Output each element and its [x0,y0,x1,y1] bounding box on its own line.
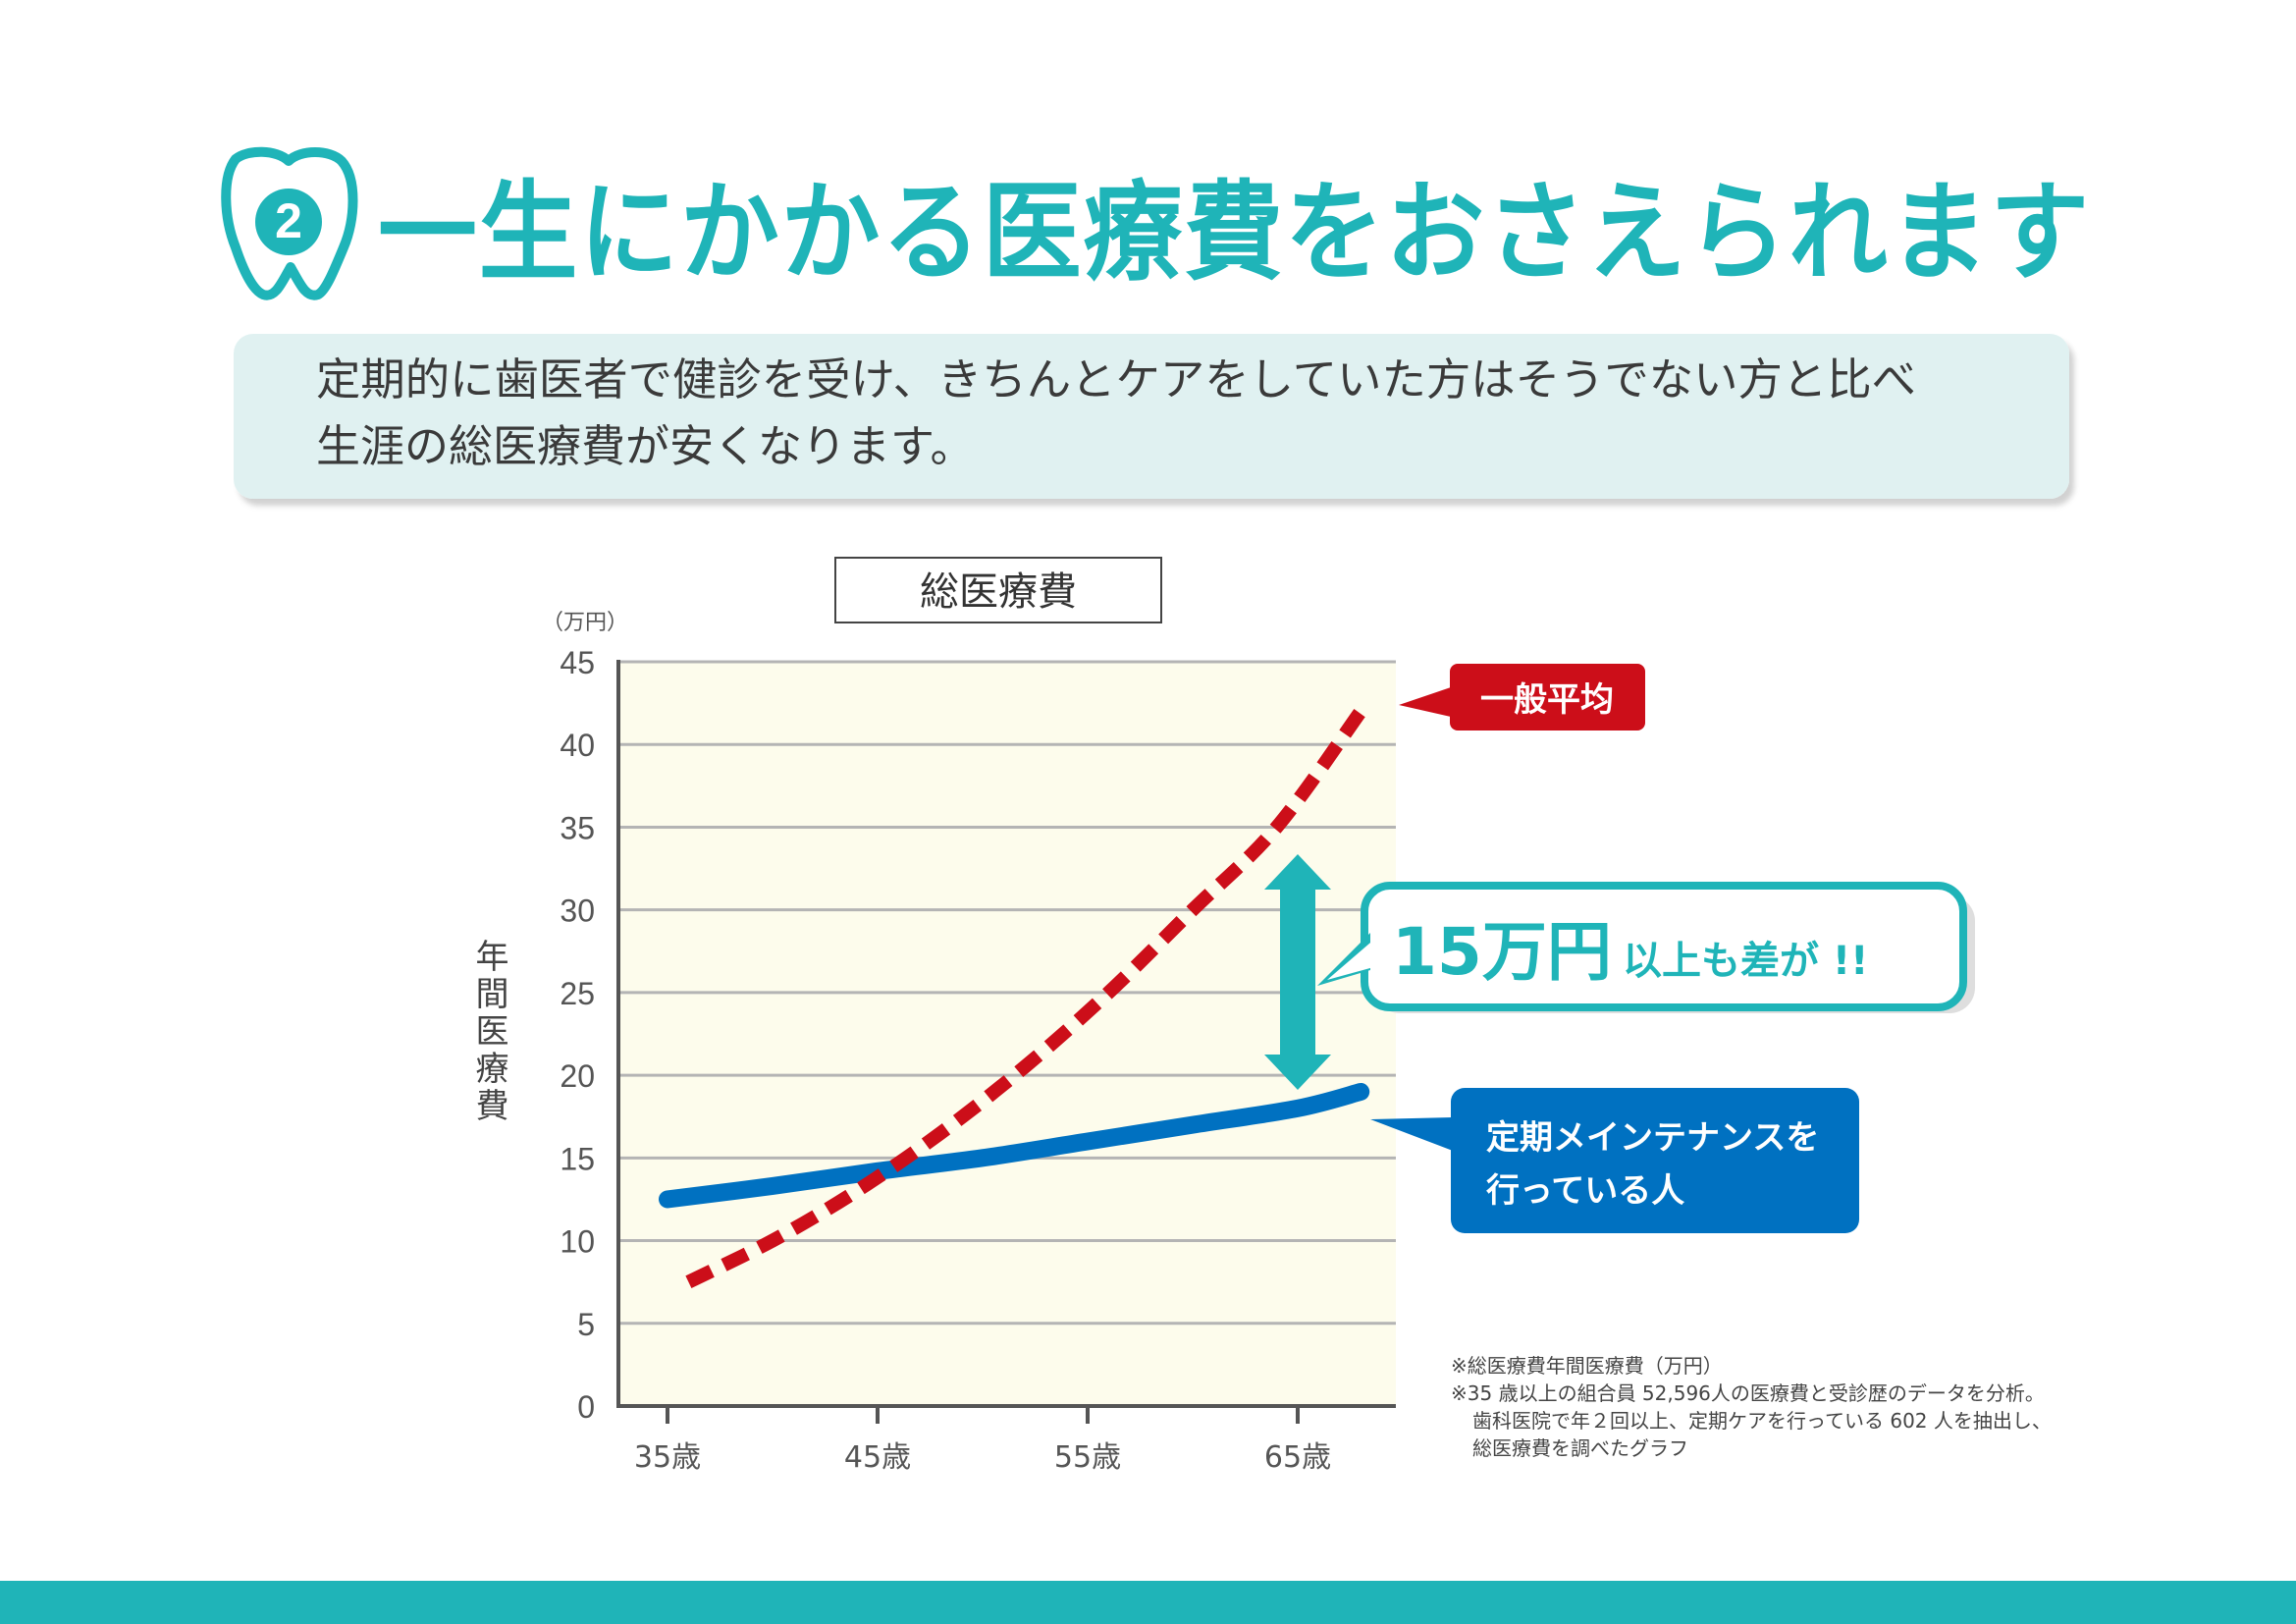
y-axis-label: 年間医療費 [469,939,508,1125]
series-line-maintenance [659,1082,1370,1209]
x-tick-label: 55歳 [1054,1440,1121,1475]
y-tick-label: 20 [560,1058,595,1094]
footnotes: ※総医療費年間医療費（万円） ※35 歳以上の組合員 52,596人の医療費と受… [1451,1354,2052,1460]
x-tick-label: 35歳 [634,1440,701,1475]
page-title: 一生にかかる医療費をおさえられます [378,170,2091,296]
chart-title-box: 総医療費 [834,557,1162,623]
description-box: 定期的に歯医者で健診を受け、きちんとケアをしていた方はそうでない方と比べ 生涯の… [234,334,2069,499]
difference-callout: 15万円 以上も差が !! [1317,882,1975,1013]
tooth-icon: 2 [221,146,358,300]
difference-text: 15万円 以上も差が !! [1392,914,1868,990]
description-line-2: 生涯の総医療費が安くなります。 [316,420,975,472]
x-tick-label: 45歳 [844,1440,911,1475]
chart-title: 総医療費 [920,569,1077,615]
y-unit-label: （万円） [542,611,628,635]
y-tick-label: 30 [560,893,595,929]
footnote-3: 歯科医院で年２回以上、定期ケアを行っている 602 人を抽出し、 [1472,1409,2052,1433]
y-tick-label: 10 [560,1224,595,1260]
footnote-4: 総医療費を調べたグラフ [1472,1436,1688,1460]
y-tick-label: 0 [577,1389,595,1425]
y-ticks: 0 5 10 15 20 25 30 35 40 45 [560,645,595,1425]
y-tick-label: 35 [560,810,595,845]
y-tick-label: 45 [560,645,595,680]
y-tick-label: 40 [560,728,595,763]
legend-maintenance-line-2: 行っている人 [1486,1171,1684,1211]
header: 2 一生にかかる医療費をおさえられます [221,146,2096,302]
legend-maintenance-line-1: 定期メインテナンスを [1486,1118,1819,1158]
series-line-average [685,707,1366,1288]
footnote-1: ※総医療費年間医療費（万円） [1451,1354,1723,1378]
x-ticks: 35歳 45歳 55歳 65歳 [634,1406,1331,1475]
footer-band [0,1581,2296,1624]
difference-amount: 15万円 [1392,914,1612,990]
x-tick-label: 65歳 [1264,1440,1331,1475]
chart: 0 5 10 15 20 25 30 35 40 45 35歳 45歳 55歳 65歳 （万円） 年間医… [469,611,1396,1475]
legend-maintenance: 定期メインテナンスを 行っている人 [1370,1088,1859,1233]
difference-arrow [1264,854,1331,1090]
difference-suffix: 以上も差が !! [1623,939,1868,984]
footnote-2: ※35 歳以上の組合員 52,596人の医療費と受診歴のデータを分析。 [1451,1381,2045,1405]
y-tick-label: 5 [577,1307,595,1342]
description-line-1: 定期的に歯医者で健診を受け、きちんとケアをしていた方はそうでない方と比べ [316,353,1916,406]
legend-average: 一般平均 [1399,664,1645,731]
y-tick-label: 15 [560,1141,595,1176]
plot-area [618,662,1396,1406]
legend-average-label: 一般平均 [1480,680,1614,720]
badge-number: 2 [275,193,302,248]
y-tick-label: 25 [560,976,595,1011]
